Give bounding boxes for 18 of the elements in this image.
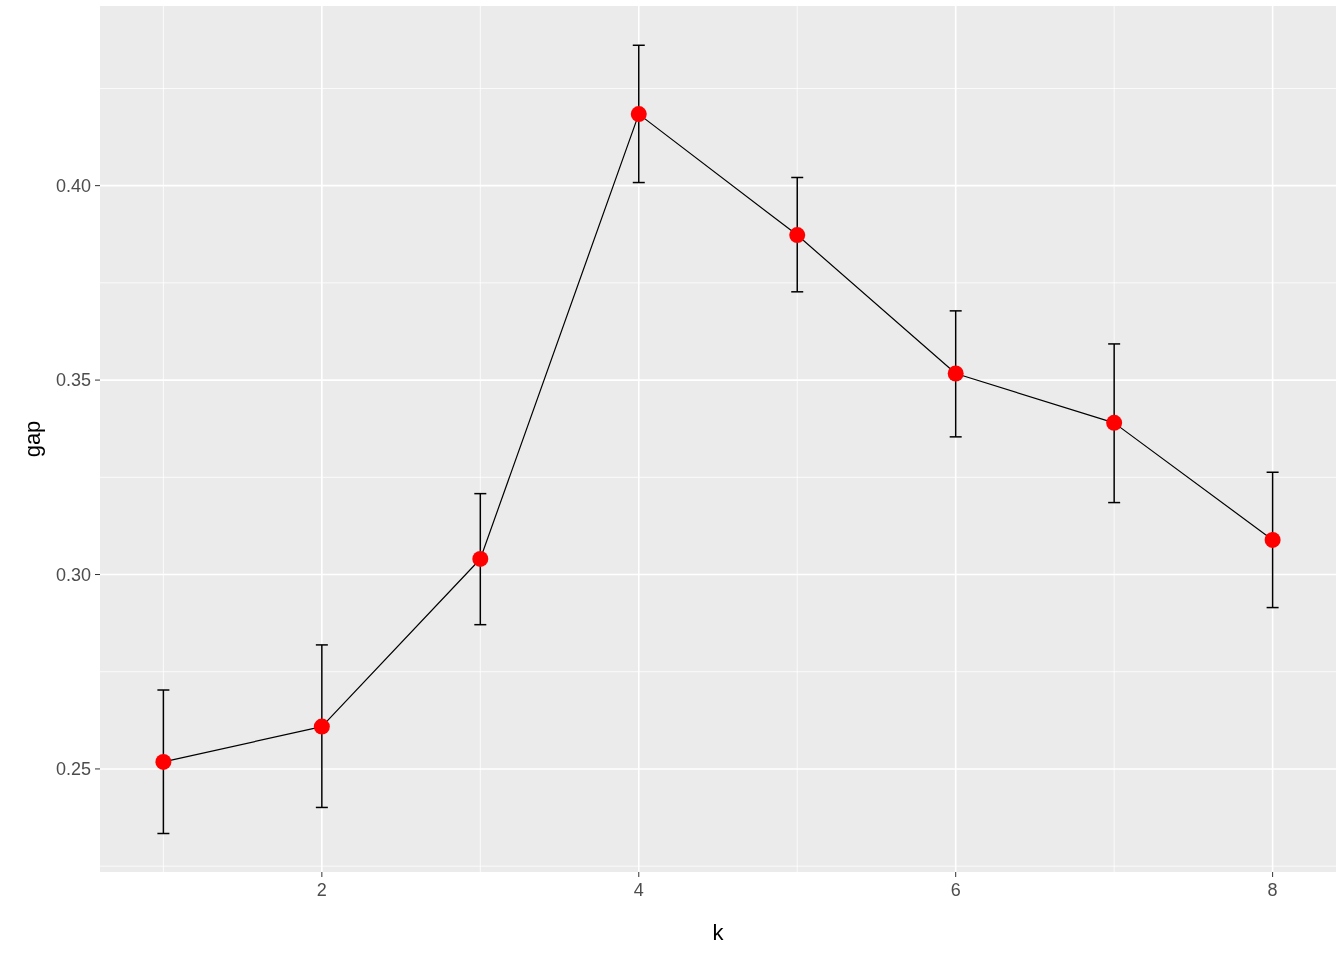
x-axis-title: k: [712, 920, 725, 945]
point: [1264, 531, 1281, 548]
y-tick-label: 0.30: [55, 564, 91, 585]
y-tick-label: 0.25: [55, 759, 91, 780]
x-tick-label: 8: [1267, 880, 1278, 900]
x-tick-label: 4: [633, 880, 644, 900]
y-tick-label: 0.40: [55, 175, 91, 196]
point: [630, 106, 647, 123]
y-axis-title: gap: [20, 420, 45, 458]
x-tick-label: 6: [950, 880, 961, 900]
point: [947, 365, 964, 382]
point: [472, 550, 489, 567]
point: [1106, 414, 1123, 431]
point: [789, 227, 806, 244]
point: [313, 718, 330, 735]
point: [155, 753, 172, 770]
y-tick-label: 0.35: [55, 370, 91, 391]
x-tick-label: 2: [316, 880, 327, 900]
